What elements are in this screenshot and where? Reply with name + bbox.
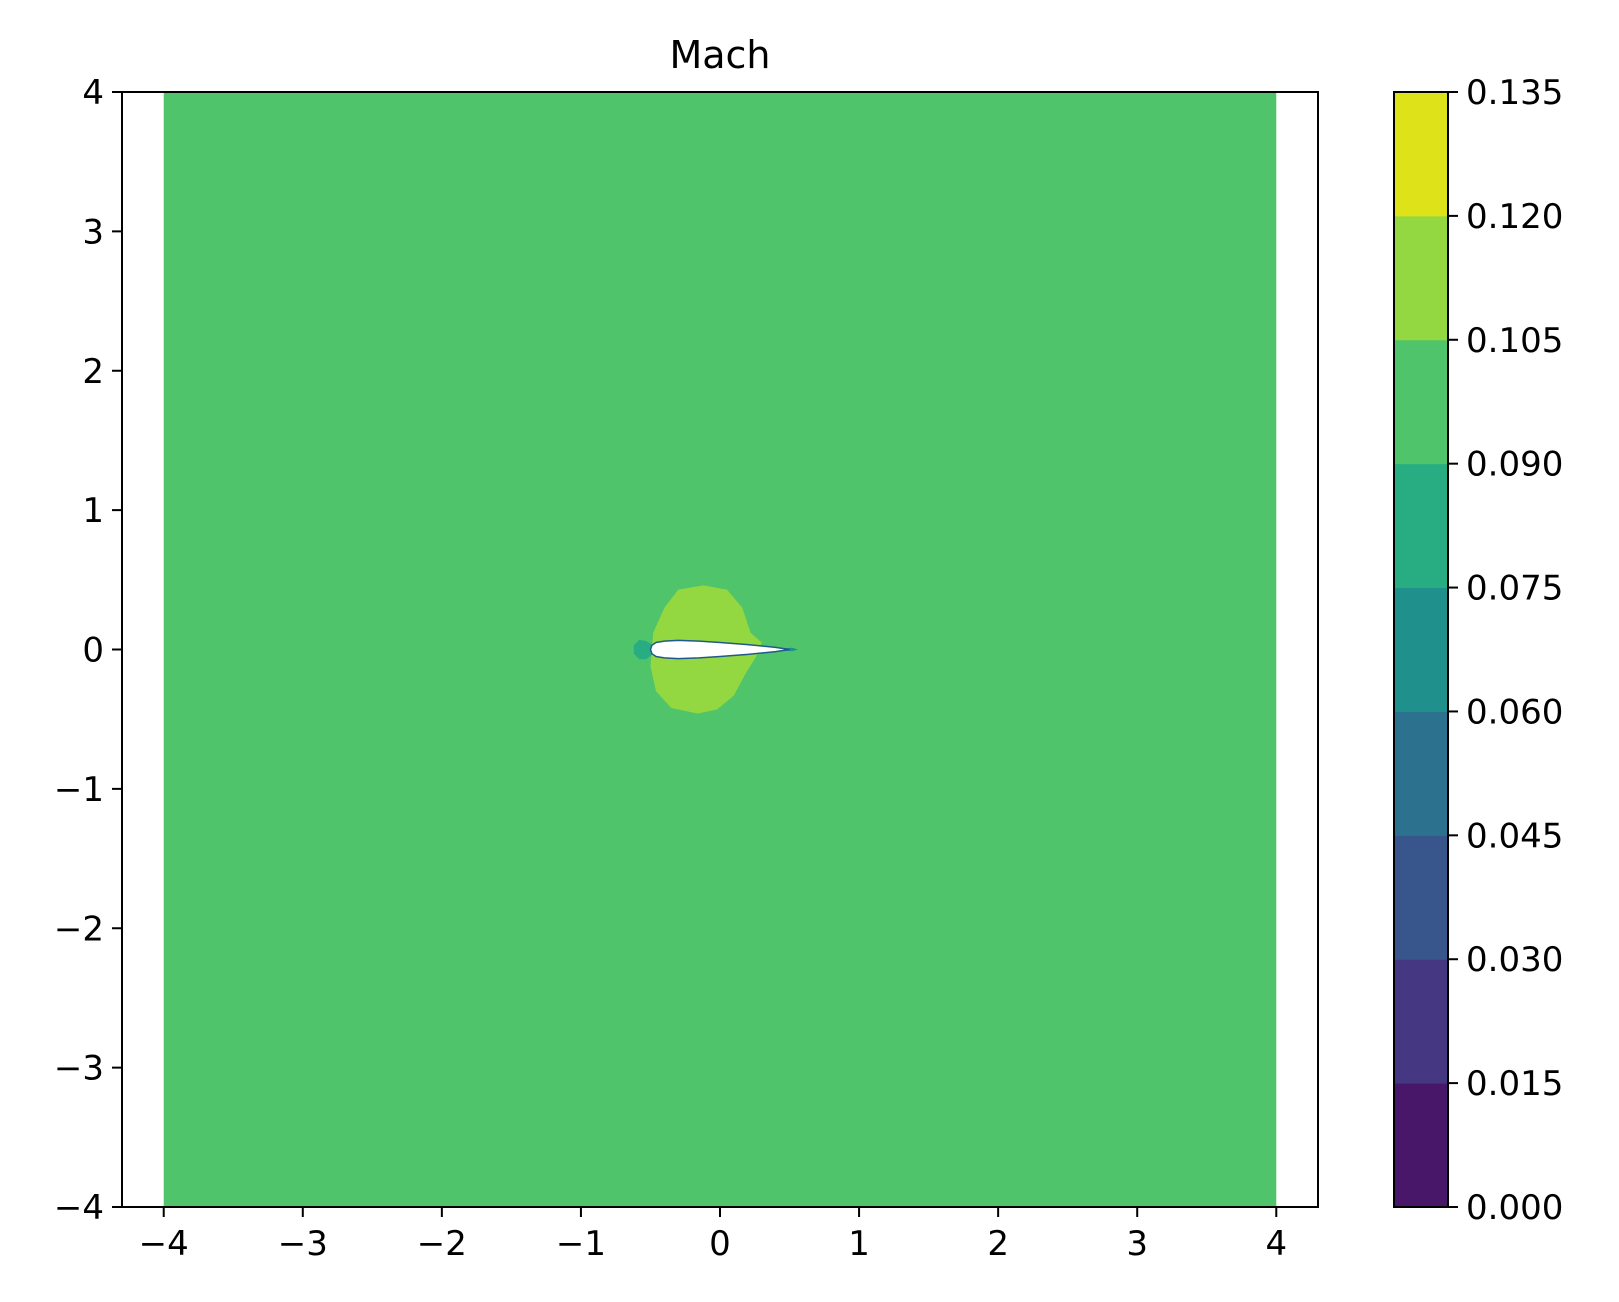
colorbar-tick-label: 0.075 bbox=[1466, 569, 1563, 609]
colorbar-segment bbox=[1394, 711, 1448, 836]
contour-region-1 bbox=[633, 639, 654, 660]
y-tick-label: −3 bbox=[54, 1049, 104, 1089]
y-axis: 4 3 2 1 0 −1 −2 −3 −4 bbox=[54, 73, 122, 1228]
colorbar-segment bbox=[1394, 92, 1448, 217]
colorbar-tick-label: 0.135 bbox=[1466, 73, 1563, 113]
colorbar-segment bbox=[1394, 1083, 1448, 1208]
x-tick-label: −2 bbox=[417, 1224, 467, 1264]
x-tick-label: −3 bbox=[278, 1224, 328, 1264]
x-tick-label: −1 bbox=[556, 1224, 606, 1264]
colorbar: 0.000 0.015 0.030 0.045 0.060 0.075 0.090 0.105… bbox=[1393, 73, 1563, 1228]
x-tick-label: −4 bbox=[139, 1224, 189, 1264]
airfoil-shape bbox=[649, 639, 790, 660]
colorbar-tick-label: 0.000 bbox=[1466, 1188, 1563, 1228]
y-tick-label: 1 bbox=[82, 491, 104, 531]
plot-area bbox=[121, 91, 1319, 1208]
colorbar-segment bbox=[1394, 339, 1448, 465]
colorbar-tick-label: 0.015 bbox=[1466, 1064, 1563, 1104]
y-tick-label: −4 bbox=[54, 1188, 104, 1228]
y-tick-label: 2 bbox=[82, 352, 104, 392]
y-tick-label: −1 bbox=[54, 770, 104, 810]
colorbar-tick-label: 0.105 bbox=[1466, 321, 1563, 361]
x-tick-label: 3 bbox=[1126, 1224, 1148, 1264]
colorbar-tick-label: 0.030 bbox=[1466, 940, 1563, 980]
colorbar-tick-label: 0.120 bbox=[1466, 197, 1563, 237]
colorbar-segment bbox=[1394, 215, 1448, 341]
colorbar-segment bbox=[1394, 959, 1448, 1084]
y-tick-label: 3 bbox=[82, 212, 104, 252]
chart-title: Mach bbox=[669, 33, 770, 77]
colorbar-frame bbox=[1393, 91, 1449, 1208]
colorbar-segment bbox=[1394, 835, 1448, 960]
colorbar-tick-label: 0.090 bbox=[1466, 445, 1563, 485]
x-tick-label: 0 bbox=[709, 1224, 731, 1264]
colorbar-segment bbox=[1394, 587, 1448, 712]
y-tick-label: 4 bbox=[82, 73, 104, 113]
x-tick-label: 1 bbox=[848, 1224, 870, 1264]
colorbar-segment bbox=[1394, 463, 1448, 589]
y-tick-label: 0 bbox=[82, 631, 104, 671]
colorbar-tick-label: 0.060 bbox=[1466, 692, 1563, 732]
colorbar-tick-label: 0.045 bbox=[1466, 816, 1563, 856]
x-axis: −4 −3 −2 −1 0 1 2 3 4 bbox=[139, 1207, 1287, 1264]
y-tick-label: −2 bbox=[54, 909, 104, 949]
x-tick-label: 4 bbox=[1265, 1224, 1287, 1264]
x-tick-label: 2 bbox=[987, 1224, 1009, 1264]
